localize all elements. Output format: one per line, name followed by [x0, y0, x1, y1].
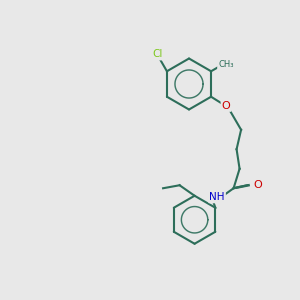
Text: O: O: [222, 101, 230, 111]
Text: O: O: [253, 180, 262, 190]
Text: Cl: Cl: [152, 50, 162, 59]
Text: NH: NH: [209, 192, 225, 202]
Text: CH₃: CH₃: [218, 60, 233, 69]
